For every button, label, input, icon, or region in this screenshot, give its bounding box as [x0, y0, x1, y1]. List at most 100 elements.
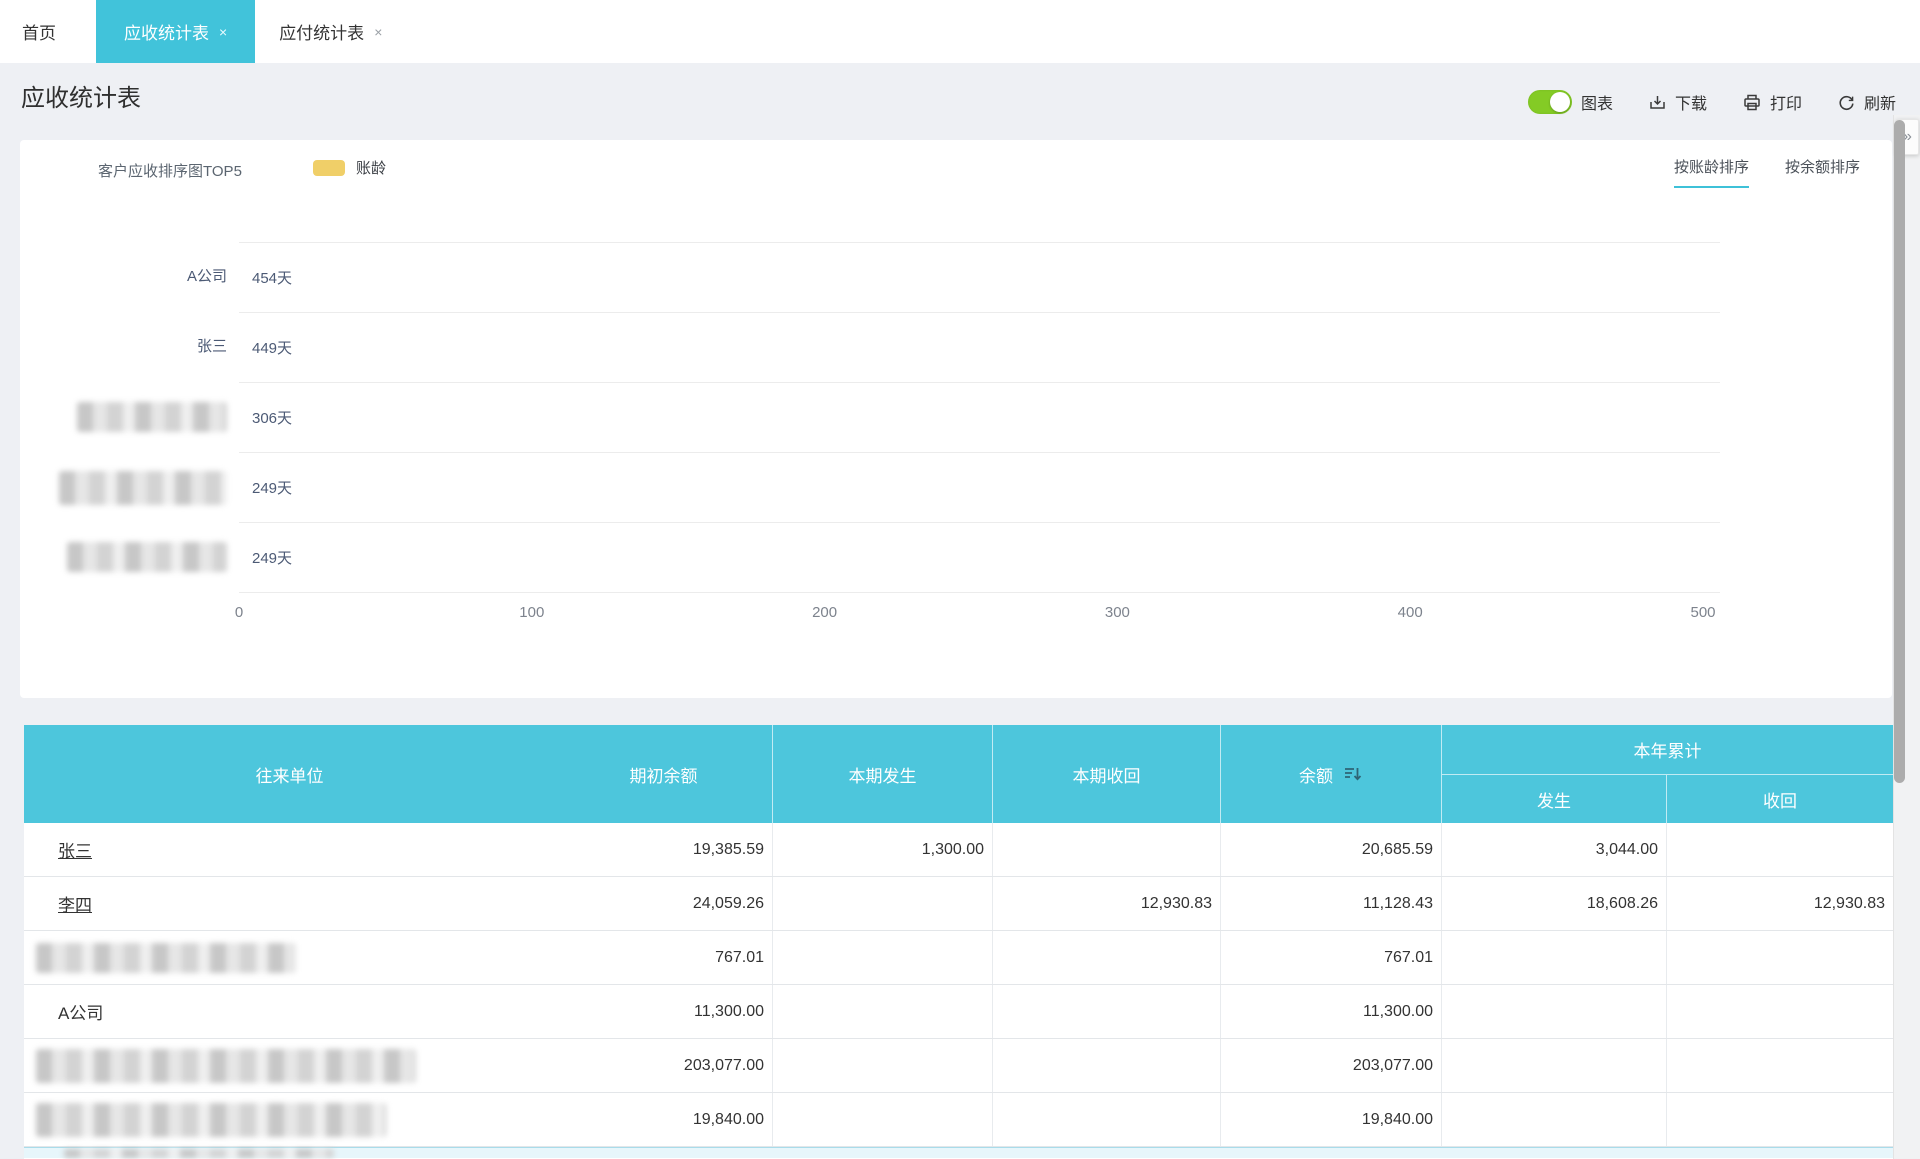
print-icon	[1743, 94, 1761, 111]
bar-row: 454天	[239, 263, 292, 291]
cell-current-received: 12,930.83	[992, 877, 1220, 930]
cell-ytd-occurred: 18,608.26	[1441, 877, 1666, 930]
cell-current-received	[992, 1093, 1220, 1146]
column-header-counterparty: 往来单位	[255, 766, 324, 786]
sort-by-aging-tab[interactable]: 按账龄排序	[1673, 156, 1749, 188]
tab-home-label: 首页	[22, 24, 56, 43]
tab-home[interactable]: 首页	[0, 0, 78, 63]
table-header: 往来单位 期初余额 本期发生 本期收回 余额 本年累计 发生 收回	[24, 725, 1893, 823]
cell-current-occurred	[772, 1093, 992, 1146]
receivable-table: 往来单位 期初余额 本期发生 本期收回 余额 本年累计 发生 收回 张三 19,…	[24, 725, 1893, 1159]
counterparty-name-redacted	[64, 1149, 334, 1158]
chart-title: 客户应收排序图TOP5	[98, 163, 242, 180]
close-icon[interactable]: ×	[374, 23, 383, 40]
vertical-scrollbar-thumb[interactable]	[1894, 120, 1905, 783]
gridline	[239, 312, 1720, 313]
balance-header-label: 余额	[1299, 766, 1333, 786]
page-title: 应收统计表	[21, 85, 141, 112]
gridline	[239, 592, 1720, 593]
gridline	[239, 522, 1720, 523]
table-body: 张三 19,385.59 1,300.00 20,685.59 3,044.00…	[24, 823, 1893, 1158]
cell-ytd-occurred	[1441, 931, 1666, 984]
column-header-current-received: 本期收回	[992, 725, 1220, 823]
cell-ytd-received	[1666, 1093, 1893, 1146]
close-icon[interactable]: ×	[219, 23, 228, 40]
counterparty-name-redacted	[36, 1048, 416, 1083]
cell-current-received	[992, 931, 1220, 984]
refresh-label: 刷新	[1863, 96, 1896, 113]
column-header-current-occurred: 本期发生	[772, 725, 992, 823]
x-axis-tick: 0	[234, 604, 244, 621]
column-header-balance[interactable]: 余额	[1220, 725, 1441, 823]
bar-row: 249天	[239, 473, 292, 501]
tab-receivable-report[interactable]: 应收统计表 ×	[96, 0, 256, 63]
table-row: A公司 11,300.00 11,300.00	[24, 985, 1893, 1039]
cell-ytd-occurred: 3,044.00	[1441, 823, 1666, 876]
category-label: 张三	[196, 338, 227, 355]
cell-ytd-occurred	[1441, 1093, 1666, 1146]
chart-toggle-label: 图表	[1580, 96, 1613, 113]
download-button[interactable]: 下载	[1649, 90, 1707, 114]
chart-toggle[interactable]: 图表	[1527, 90, 1613, 114]
cell-current-received	[992, 823, 1220, 876]
table-row: 203,077.00 203,077.00	[24, 1039, 1893, 1093]
print-label: 打印	[1769, 96, 1802, 113]
cell-current-received	[992, 1039, 1220, 1092]
sort-by-balance-tab[interactable]: 按余额排序	[1784, 159, 1860, 176]
counterparty-name-redacted	[36, 942, 296, 973]
cell-balance: 19,840.00	[1220, 1093, 1441, 1146]
category-label: A公司	[186, 268, 227, 285]
cell-ytd-received: 12,930.83	[1666, 877, 1893, 930]
table-row: 张三 19,385.59 1,300.00 20,685.59 3,044.00	[24, 823, 1893, 877]
cell-ytd-occurred	[1441, 985, 1666, 1038]
legend-label: 账龄	[356, 160, 387, 177]
print-button[interactable]: 打印	[1743, 90, 1802, 114]
x-axis-tick: 500	[1690, 604, 1716, 621]
category-label-redacted	[59, 471, 227, 505]
tab-receivable-label: 应收统计表	[124, 24, 209, 43]
download-label: 下载	[1674, 96, 1707, 113]
bar-value-label: 306天	[252, 409, 293, 427]
column-header-ytd-received: 收回	[1666, 775, 1893, 823]
cell-ytd-received	[1666, 1039, 1893, 1092]
x-axis-tick: 400	[1397, 604, 1423, 621]
cell-balance: 767.01	[1220, 931, 1441, 984]
cell-current-occurred	[772, 931, 992, 984]
counterparty-link[interactable]: 李四	[58, 896, 92, 915]
bar-row: 449天	[239, 333, 292, 361]
cell-current-occurred	[772, 985, 992, 1038]
receivable-chart-panel: 客户应收排序图TOP5 账龄 按账龄排序 按余额排序 A公司 张三 454天	[20, 140, 1892, 698]
bar-value-label: 449天	[252, 339, 293, 357]
cell-current-received	[992, 985, 1220, 1038]
chevron-double-right-icon: »	[1903, 128, 1912, 145]
refresh-button[interactable]: 刷新	[1838, 90, 1896, 114]
x-axis-tick: 300	[1104, 604, 1130, 621]
bar-value-label: 454天	[252, 269, 293, 287]
gridline	[239, 242, 1720, 243]
counterparty-name: A公司	[58, 1004, 104, 1023]
counterparty-name-redacted	[36, 1102, 386, 1137]
cell-ytd-received	[1666, 823, 1893, 876]
gridline	[239, 382, 1720, 383]
cell-ytd-occurred	[1441, 1039, 1666, 1092]
x-axis-tick: 100	[519, 604, 545, 621]
counterparty-link[interactable]: 张三	[58, 842, 92, 861]
cell-opening-balance: 19,840.00	[692, 1110, 764, 1128]
legend-aging[interactable]: 账龄	[313, 157, 386, 178]
cell-current-occurred	[772, 1039, 992, 1092]
download-icon	[1649, 94, 1666, 111]
column-header-opening-balance: 期初余额	[629, 766, 698, 786]
tab-payable-report[interactable]: 应付统计表 ×	[255, 0, 406, 63]
cell-current-occurred: 1,300.00	[772, 823, 992, 876]
tab-bar: 首页 应收统计表 × 应付统计表 ×	[0, 0, 1920, 63]
sort-descending-icon[interactable]	[1343, 764, 1363, 784]
toggle-on-switch[interactable]	[1527, 90, 1572, 114]
cell-balance: 20,685.59	[1220, 823, 1441, 876]
toggle-knob	[1549, 92, 1570, 112]
column-header-ytd-group: 本年累计	[1441, 725, 1893, 775]
gridline	[239, 452, 1720, 453]
cell-ytd-received	[1666, 931, 1893, 984]
partially-visible-row	[24, 1147, 1893, 1158]
bar-value-label: 249天	[252, 479, 293, 497]
bar-value-label: 249天	[252, 549, 293, 567]
